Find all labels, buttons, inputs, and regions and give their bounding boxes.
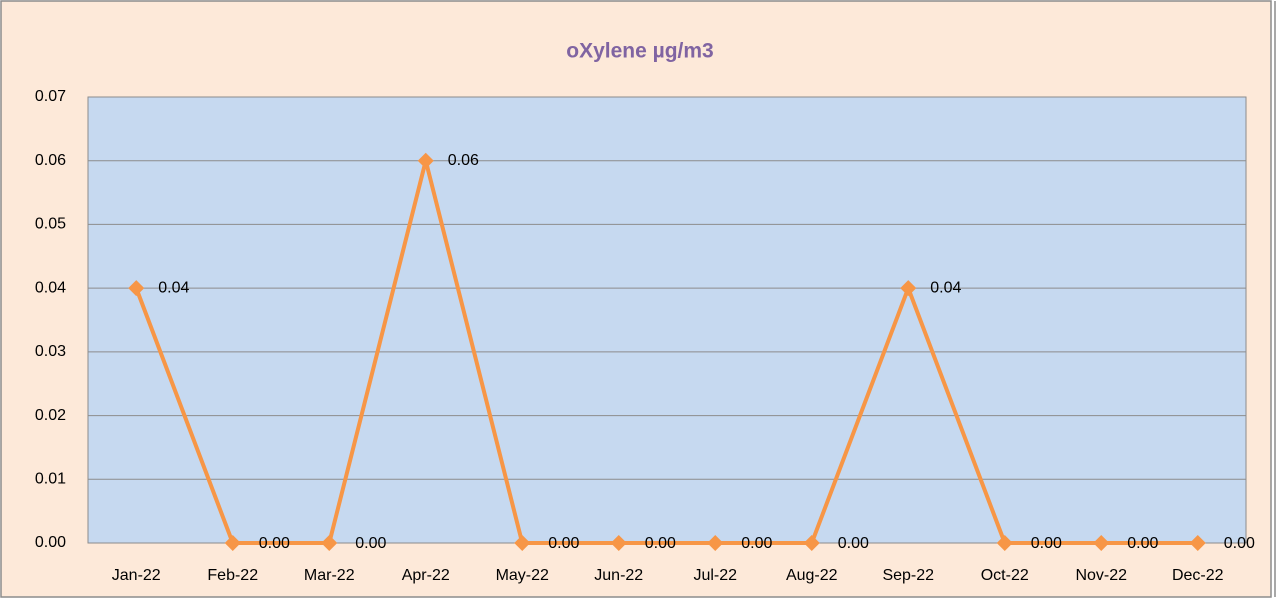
x-tick-label: Nov-22 — [1075, 567, 1127, 584]
x-tick-label: Dec-22 — [1172, 567, 1224, 584]
y-tick-label: 0.00 — [35, 534, 66, 551]
marker — [1189, 535, 1206, 551]
marker — [1093, 535, 1110, 551]
x-tick-label: Aug-22 — [786, 567, 838, 584]
y-tick-label: 0.02 — [35, 407, 66, 424]
x-tick-label: Jun-22 — [594, 567, 643, 584]
marker — [224, 535, 241, 551]
y-tick-label: 0.04 — [35, 279, 66, 296]
line — [134, 160, 1198, 545]
x-tick-label: Sep-22 — [882, 567, 934, 584]
marker — [996, 535, 1013, 551]
marker — [707, 535, 724, 551]
data-label: 0.00 — [838, 535, 869, 552]
data-label: 0.06 — [448, 152, 479, 169]
data-label: 0.04 — [158, 279, 189, 296]
plot-area — [87, 96, 1247, 544]
data-label: 0.00 — [259, 535, 290, 552]
marker — [128, 280, 145, 297]
x-tick-label: Feb-22 — [207, 567, 258, 584]
x-tick-label: Jan-22 — [112, 567, 161, 584]
x-tick-label: Apr-22 — [402, 567, 450, 584]
data-label: 0.00 — [548, 535, 579, 552]
data-label: 0.04 — [930, 279, 961, 296]
data-label: 0.00 — [1224, 535, 1255, 552]
y-tick-label: 0.05 — [35, 216, 66, 233]
x-tick-label: Jul-22 — [693, 567, 737, 584]
x-tick-label: May-22 — [496, 567, 549, 584]
marker — [900, 280, 917, 297]
y-tick-label: 0.03 — [35, 343, 66, 360]
data-label: 0.00 — [645, 535, 676, 552]
y-tick-label: 0.07 — [35, 88, 66, 105]
marker — [514, 535, 531, 551]
data-label: 0.00 — [741, 535, 772, 552]
marker — [803, 535, 820, 551]
data-label: 0.00 — [1031, 535, 1062, 552]
data-label: 0.00 — [1127, 535, 1158, 552]
marker — [321, 535, 338, 551]
y-tick-label: 0.06 — [35, 152, 66, 169]
marker — [610, 535, 627, 551]
chart-title: oXylene µg/m3 — [566, 40, 713, 63]
x-tick-label: Oct-22 — [981, 567, 1029, 584]
marker — [417, 152, 434, 169]
x-tick-label: Mar-22 — [304, 567, 355, 584]
y-tick-label: 0.01 — [35, 471, 66, 488]
data-label: 0.00 — [355, 535, 386, 552]
